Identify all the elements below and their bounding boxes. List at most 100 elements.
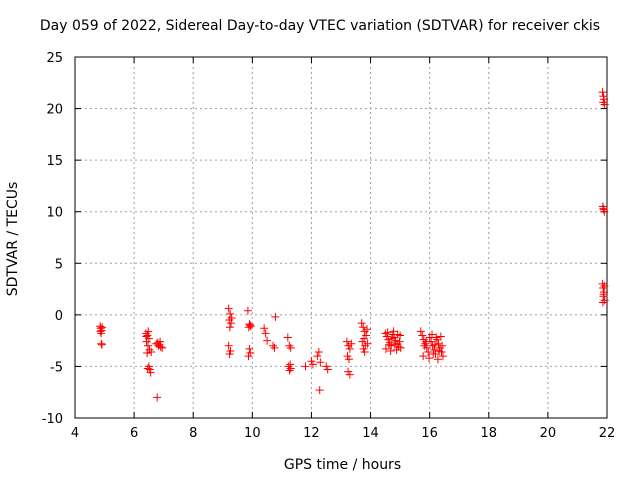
x-tick-label: 16 (421, 426, 438, 441)
data-point (357, 319, 366, 328)
data-point (363, 325, 372, 334)
x-tick-label: 22 (599, 426, 616, 441)
data-point (143, 349, 152, 358)
data-point (432, 333, 441, 342)
data-point (598, 88, 607, 97)
data-point (383, 328, 392, 337)
data-point (271, 312, 280, 321)
data-point (286, 343, 295, 352)
data-point (420, 341, 429, 350)
data-point (97, 339, 106, 348)
data-point (245, 344, 254, 353)
data-point (225, 350, 234, 359)
data-point (433, 355, 442, 364)
data-point (599, 204, 608, 213)
data-point (244, 323, 253, 332)
data-point (243, 306, 252, 315)
y-tick-label: 0 (55, 309, 63, 324)
data-point (146, 368, 155, 377)
data-point (438, 341, 447, 350)
data-point (435, 346, 444, 355)
data-point (245, 321, 254, 330)
data-point (347, 339, 356, 348)
y-tick-label: 5 (55, 257, 63, 272)
data-point (283, 333, 292, 342)
data-point (600, 100, 609, 109)
data-point (359, 323, 368, 332)
data-point (158, 343, 167, 352)
data-point (323, 365, 332, 374)
data-point (269, 341, 278, 350)
data-point (430, 345, 439, 354)
data-point (226, 309, 235, 318)
data-point (227, 319, 236, 328)
data-point (598, 298, 607, 307)
x-tick-label: 8 (189, 426, 197, 441)
data-point (600, 296, 609, 305)
y-tick-label: -5 (50, 360, 63, 375)
data-point (599, 290, 608, 299)
data-point (308, 360, 317, 369)
grid-layer (75, 57, 607, 418)
data-point (244, 352, 253, 361)
data-point (345, 344, 354, 353)
data-point (142, 332, 151, 341)
y-axis-label: SDTVAR / TECUs (5, 181, 21, 297)
data-point (315, 386, 324, 395)
data-point (345, 370, 354, 379)
data-point (286, 364, 295, 373)
data-point (422, 337, 431, 346)
tick-layer: 4 6 8 10 12 14 16 18 20 22 -10 -5 0 5 10 15 20 25 (42, 51, 616, 441)
data-point (392, 345, 401, 354)
chart-title: Day 059 of 2022, Sidereal Day-to-day VTE… (39, 18, 601, 34)
data-point (301, 362, 310, 371)
x-tick-label: 20 (540, 426, 557, 441)
data-point (97, 340, 106, 349)
data-point (600, 281, 609, 290)
data-point (144, 327, 153, 336)
data-point (360, 347, 369, 356)
data-point (428, 330, 437, 339)
axes-layer (74, 56, 608, 419)
data-point (395, 337, 404, 346)
data-point (389, 327, 398, 336)
data-point (224, 304, 233, 313)
data-point (285, 341, 294, 350)
data-point (97, 329, 106, 338)
data-point (381, 344, 390, 353)
data-point (425, 354, 434, 363)
data-point (224, 341, 233, 350)
data-point (430, 340, 439, 349)
data-point (96, 327, 105, 336)
data-point (438, 352, 447, 361)
data-point (598, 279, 607, 288)
data-point (424, 347, 433, 356)
data-point (156, 337, 165, 346)
x-tick-label: 12 (303, 426, 320, 441)
x-tick-label: 18 (481, 426, 498, 441)
data-point (285, 366, 294, 375)
data-point (358, 337, 367, 346)
data-point (434, 339, 443, 348)
data-point (286, 360, 295, 369)
data-point (396, 343, 405, 352)
data-point (246, 322, 255, 331)
data-point (313, 352, 322, 361)
y-tick-label: 25 (46, 51, 63, 66)
x-tick-label: 4 (71, 426, 79, 441)
data-point (227, 313, 236, 322)
data-point (261, 329, 270, 338)
data-point (421, 339, 430, 348)
data-point (98, 323, 107, 332)
data-point (344, 355, 353, 364)
data-point (144, 341, 153, 350)
data-point (436, 332, 445, 341)
x-tick-label: 14 (362, 426, 379, 441)
data-point (429, 350, 438, 359)
y-tick-label: 20 (46, 103, 63, 118)
data-point (260, 324, 269, 333)
data-point (418, 331, 427, 340)
data-point (419, 352, 428, 361)
data-point (143, 364, 152, 373)
